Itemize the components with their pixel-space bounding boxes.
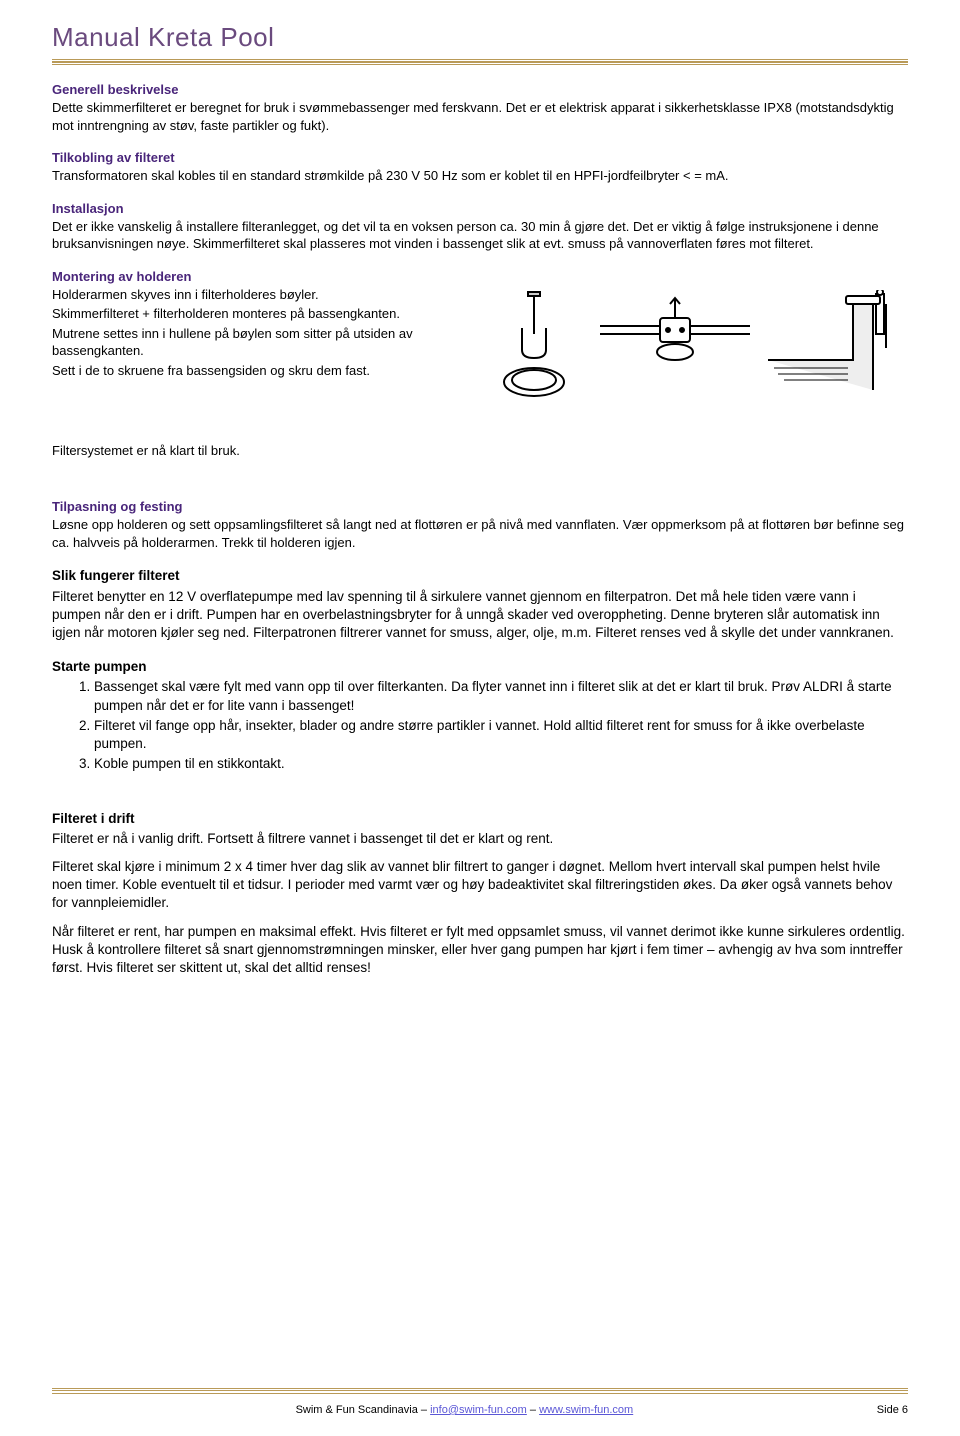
ready-text: Filtersystemet er nå klart til bruk. bbox=[52, 442, 908, 460]
bracket-rail-side-icon bbox=[768, 290, 908, 390]
mounting-line: Skimmerfilteret + filterholderen montere… bbox=[52, 305, 466, 323]
title-divider bbox=[52, 59, 908, 66]
mounting-line: Holderarmen skyves inn i filterholderes … bbox=[52, 286, 466, 304]
section-body-slik: Filteret benytter en 12 V overflatepumpe… bbox=[52, 588, 908, 643]
page-title: Manual Kreta Pool bbox=[52, 22, 908, 53]
list-item: Koble pumpen til en stikkontakt. bbox=[94, 755, 908, 773]
footer-email-link[interactable]: info@swim-fun.com bbox=[430, 1404, 527, 1416]
drift-paragraph: Filteret skal kjøre i minimum 2 x 4 time… bbox=[52, 858, 908, 913]
mounting-illustrations bbox=[482, 286, 908, 400]
footer-divider bbox=[52, 1388, 908, 1394]
spacer bbox=[52, 400, 908, 442]
section-heading-drift: Filteret i drift bbox=[52, 810, 908, 828]
section-heading-montering: Montering av holderen bbox=[52, 269, 908, 284]
spacer bbox=[52, 776, 908, 794]
section-heading-generell: Generell beskrivelse bbox=[52, 82, 908, 97]
footer-sep: – bbox=[527, 1404, 539, 1416]
spacer bbox=[52, 850, 908, 858]
footer-company: Swim & Fun Scandinavia bbox=[296, 1404, 418, 1416]
section-heading-tilpasning: Tilpasning og festing bbox=[52, 499, 908, 514]
section-body-installasjon: Det er ikke vanskelig å installere filte… bbox=[52, 218, 908, 253]
arial-block: Slik fungerer filteret Filteret benytter… bbox=[52, 567, 908, 977]
drift-paragraph: Filteret er nå i vanlig drift. Fortsett … bbox=[52, 830, 908, 848]
section-heading-slik: Slik fungerer filteret bbox=[52, 567, 908, 585]
list-item: Bassenget skal være fylt med vann opp ti… bbox=[94, 678, 908, 714]
section-heading-installasjon: Installasjon bbox=[52, 201, 908, 216]
section-heading-tilkobling: Tilkobling av filteret bbox=[52, 150, 908, 165]
section-heading-starte: Starte pumpen bbox=[52, 658, 908, 676]
mounting-line: Sett i de to skruene fra bassengsiden og… bbox=[52, 362, 466, 380]
document-page: Manual Kreta Pool Generell beskrivelse D… bbox=[0, 0, 960, 1436]
footer-center: Swim & Fun Scandinavia – info@swim-fun.c… bbox=[52, 1404, 877, 1416]
mounting-line: Mutrene settes inn i hullene på bøylen s… bbox=[52, 325, 466, 360]
mounting-text: Holderarmen skyves inn i filterholderes … bbox=[52, 286, 466, 382]
section-body-tilpasning: Løsne opp holderen og sett oppsamlingsfi… bbox=[52, 516, 908, 551]
page-footer: Swim & Fun Scandinavia – info@swim-fun.c… bbox=[52, 1404, 908, 1416]
drift-paragraph: Når filteret er rent, har pumpen en maks… bbox=[52, 923, 908, 978]
section-body-generell: Dette skimmerfilteret er beregnet for br… bbox=[52, 99, 908, 134]
footer-site-link[interactable]: www.swim-fun.com bbox=[539, 1404, 633, 1416]
bracket-rail-top-icon bbox=[600, 290, 750, 370]
footer-page-number: Side 6 bbox=[877, 1404, 908, 1416]
list-item: Filteret vil fange opp hår, insekter, bl… bbox=[94, 717, 908, 753]
spacer bbox=[52, 915, 908, 923]
bolt-clip-icon bbox=[482, 290, 582, 400]
mounting-row: Holderarmen skyves inn i filterholderes … bbox=[52, 286, 908, 400]
start-pump-steps: Bassenget skal være fylt med vann opp ti… bbox=[52, 678, 908, 773]
spacer bbox=[52, 461, 908, 483]
section-body-tilkobling: Transformatoren skal kobles til en stand… bbox=[52, 167, 908, 185]
footer-sep: – bbox=[418, 1404, 430, 1416]
